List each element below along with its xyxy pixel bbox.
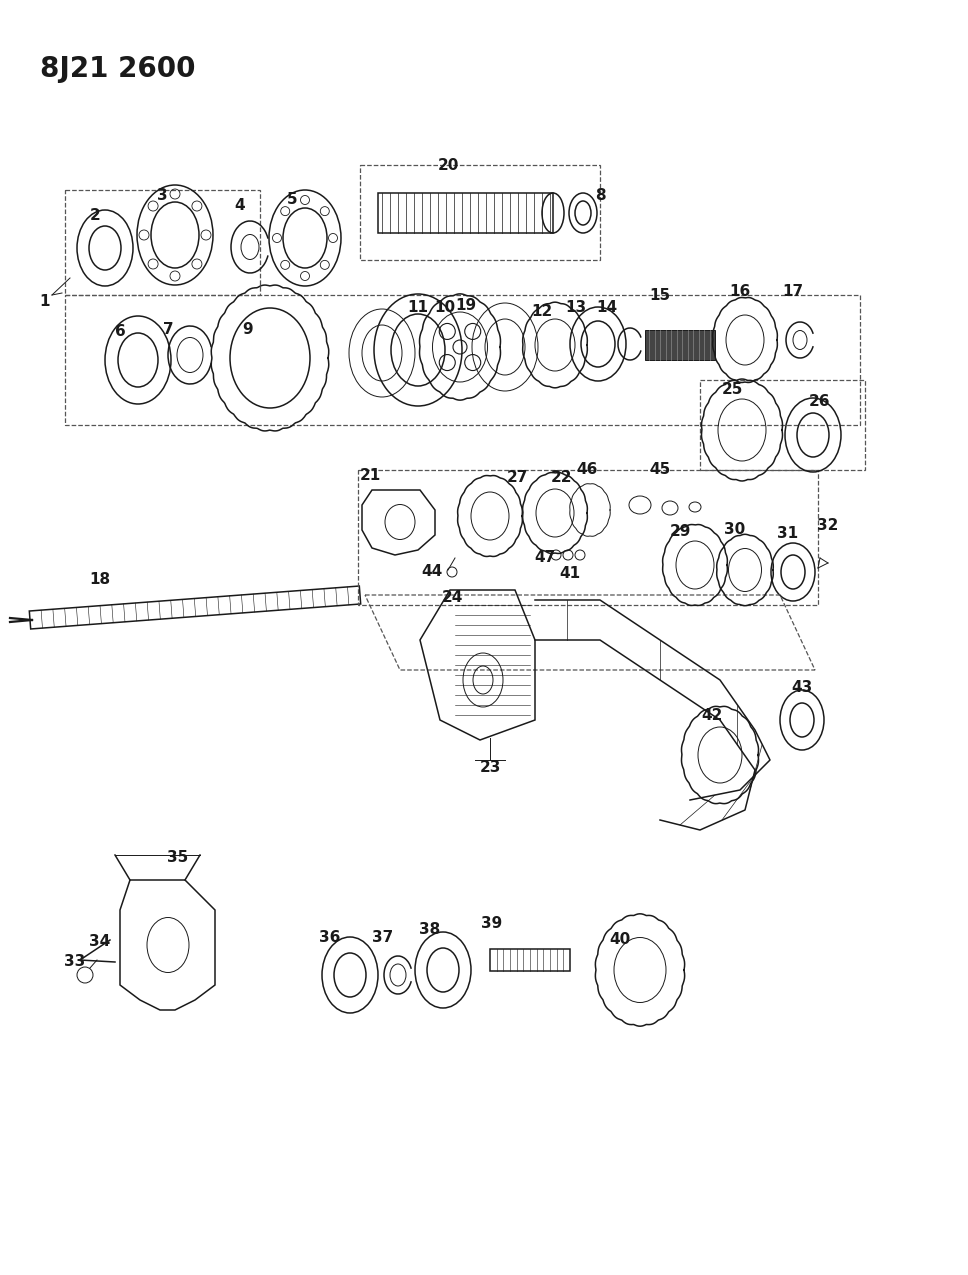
Text: 4: 4 <box>234 198 245 213</box>
Text: 26: 26 <box>809 394 831 409</box>
Text: 17: 17 <box>782 284 803 300</box>
Text: 21: 21 <box>359 468 380 482</box>
Text: 10: 10 <box>435 301 456 315</box>
Text: 19: 19 <box>455 297 476 312</box>
Text: 2: 2 <box>90 209 101 223</box>
Text: 42: 42 <box>701 709 723 723</box>
Text: 37: 37 <box>373 931 394 946</box>
Text: 45: 45 <box>650 463 671 478</box>
Text: 47: 47 <box>534 551 556 566</box>
Bar <box>378 193 553 233</box>
Text: 5: 5 <box>287 193 297 208</box>
Text: 36: 36 <box>319 931 341 946</box>
Text: 8J21 2600: 8J21 2600 <box>40 55 196 83</box>
Text: 9: 9 <box>243 323 254 338</box>
Text: 32: 32 <box>817 518 838 533</box>
Text: 44: 44 <box>421 565 442 580</box>
Text: 8: 8 <box>594 187 605 203</box>
Text: 22: 22 <box>551 470 573 486</box>
Text: 38: 38 <box>419 923 440 937</box>
Text: 30: 30 <box>724 523 745 538</box>
Text: 14: 14 <box>596 301 618 315</box>
Text: 41: 41 <box>560 566 581 580</box>
Text: 31: 31 <box>777 525 799 541</box>
Text: 34: 34 <box>89 935 110 950</box>
Text: 1: 1 <box>40 295 50 310</box>
Text: 7: 7 <box>163 323 173 338</box>
Text: 27: 27 <box>506 470 528 486</box>
Text: 12: 12 <box>531 305 553 320</box>
Text: 40: 40 <box>610 932 630 947</box>
Bar <box>645 330 715 360</box>
Text: 23: 23 <box>479 760 500 775</box>
Text: 43: 43 <box>792 681 812 695</box>
Text: 46: 46 <box>576 463 597 478</box>
Text: 39: 39 <box>481 915 502 931</box>
Text: 29: 29 <box>669 524 691 539</box>
Text: 20: 20 <box>438 158 459 172</box>
Text: 3: 3 <box>157 187 167 203</box>
Text: 6: 6 <box>114 325 126 339</box>
Text: 25: 25 <box>721 382 742 398</box>
Text: 18: 18 <box>89 572 110 588</box>
Text: 15: 15 <box>650 287 671 302</box>
Text: 35: 35 <box>167 850 189 866</box>
Text: 11: 11 <box>408 301 429 315</box>
Text: 13: 13 <box>565 301 587 315</box>
Text: 33: 33 <box>65 955 85 969</box>
Text: 16: 16 <box>729 284 750 300</box>
Text: 24: 24 <box>441 590 463 606</box>
